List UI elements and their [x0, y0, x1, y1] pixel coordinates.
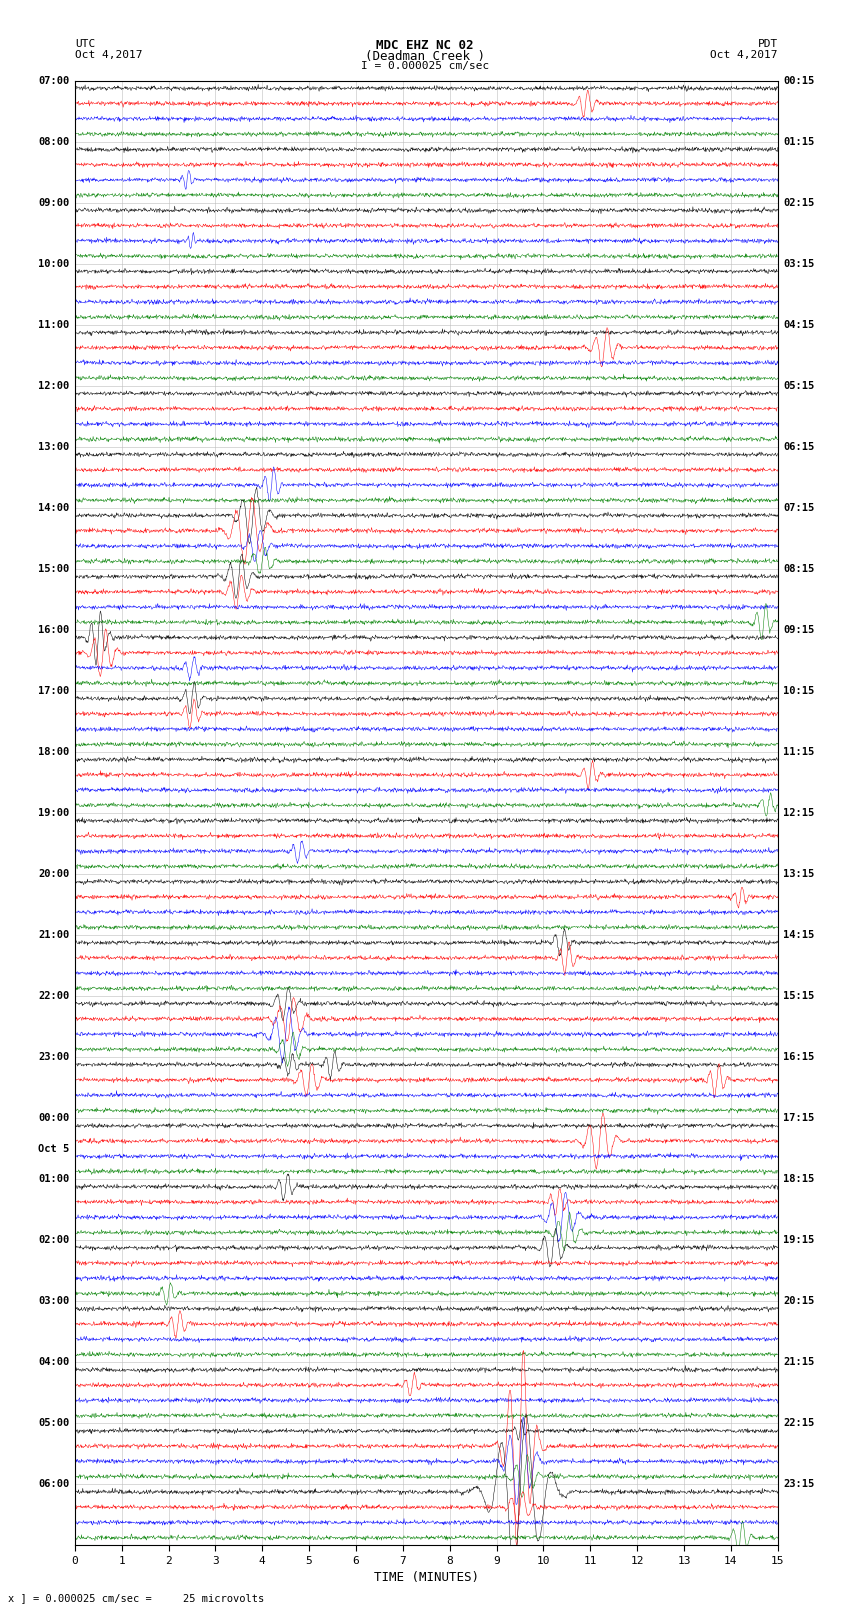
Text: 08:15: 08:15: [784, 565, 814, 574]
Text: 00:00: 00:00: [38, 1113, 69, 1123]
Text: 19:00: 19:00: [38, 808, 69, 818]
Text: 12:15: 12:15: [784, 808, 814, 818]
Text: 14:00: 14:00: [38, 503, 69, 513]
Text: 23:15: 23:15: [784, 1479, 814, 1489]
Text: 06:00: 06:00: [38, 1479, 69, 1489]
Text: I = 0.000025 cm/sec: I = 0.000025 cm/sec: [361, 61, 489, 71]
Text: 17:00: 17:00: [38, 686, 69, 695]
Text: Oct 4,2017: Oct 4,2017: [75, 50, 142, 60]
Text: 20:15: 20:15: [784, 1297, 814, 1307]
Text: 18:00: 18:00: [38, 747, 69, 756]
Text: 23:00: 23:00: [38, 1052, 69, 1061]
Text: 03:00: 03:00: [38, 1297, 69, 1307]
Text: 17:15: 17:15: [784, 1113, 814, 1123]
Text: 19:15: 19:15: [784, 1236, 814, 1245]
Text: 08:00: 08:00: [38, 137, 69, 147]
Text: 12:00: 12:00: [38, 381, 69, 390]
Text: 16:15: 16:15: [784, 1052, 814, 1061]
Text: 10:15: 10:15: [784, 686, 814, 695]
Text: 07:00: 07:00: [38, 76, 69, 85]
Text: 15:15: 15:15: [784, 990, 814, 1002]
Text: 09:00: 09:00: [38, 198, 69, 208]
Text: 21:00: 21:00: [38, 931, 69, 940]
Text: 22:15: 22:15: [784, 1418, 814, 1428]
Text: (Deadman Creek ): (Deadman Creek ): [365, 50, 485, 63]
Text: Oct 5: Oct 5: [38, 1144, 69, 1153]
Text: 01:00: 01:00: [38, 1174, 69, 1184]
Text: 02:15: 02:15: [784, 198, 814, 208]
Text: 01:15: 01:15: [784, 137, 814, 147]
Text: 13:15: 13:15: [784, 869, 814, 879]
Text: 10:00: 10:00: [38, 258, 69, 269]
Text: 04:00: 04:00: [38, 1357, 69, 1368]
Text: 14:15: 14:15: [784, 931, 814, 940]
Text: 00:15: 00:15: [784, 76, 814, 85]
Text: 22:00: 22:00: [38, 990, 69, 1002]
Text: 21:15: 21:15: [784, 1357, 814, 1368]
Text: 11:00: 11:00: [38, 319, 69, 329]
Text: 03:15: 03:15: [784, 258, 814, 269]
Text: 15:00: 15:00: [38, 565, 69, 574]
Text: 04:15: 04:15: [784, 319, 814, 329]
Text: 20:00: 20:00: [38, 869, 69, 879]
Text: 11:15: 11:15: [784, 747, 814, 756]
Text: 05:00: 05:00: [38, 1418, 69, 1428]
Text: 05:15: 05:15: [784, 381, 814, 390]
Text: PDT: PDT: [757, 39, 778, 48]
Text: 06:15: 06:15: [784, 442, 814, 452]
X-axis label: TIME (MINUTES): TIME (MINUTES): [374, 1571, 479, 1584]
Text: 09:15: 09:15: [784, 624, 814, 636]
Text: Oct 4,2017: Oct 4,2017: [711, 50, 778, 60]
Text: UTC: UTC: [75, 39, 95, 48]
Text: 13:00: 13:00: [38, 442, 69, 452]
Text: MDC EHZ NC 02: MDC EHZ NC 02: [377, 39, 473, 52]
Text: x ] = 0.000025 cm/sec =     25 microvolts: x ] = 0.000025 cm/sec = 25 microvolts: [8, 1594, 264, 1603]
Text: 02:00: 02:00: [38, 1236, 69, 1245]
Text: 16:00: 16:00: [38, 624, 69, 636]
Text: 18:15: 18:15: [784, 1174, 814, 1184]
Text: 07:15: 07:15: [784, 503, 814, 513]
